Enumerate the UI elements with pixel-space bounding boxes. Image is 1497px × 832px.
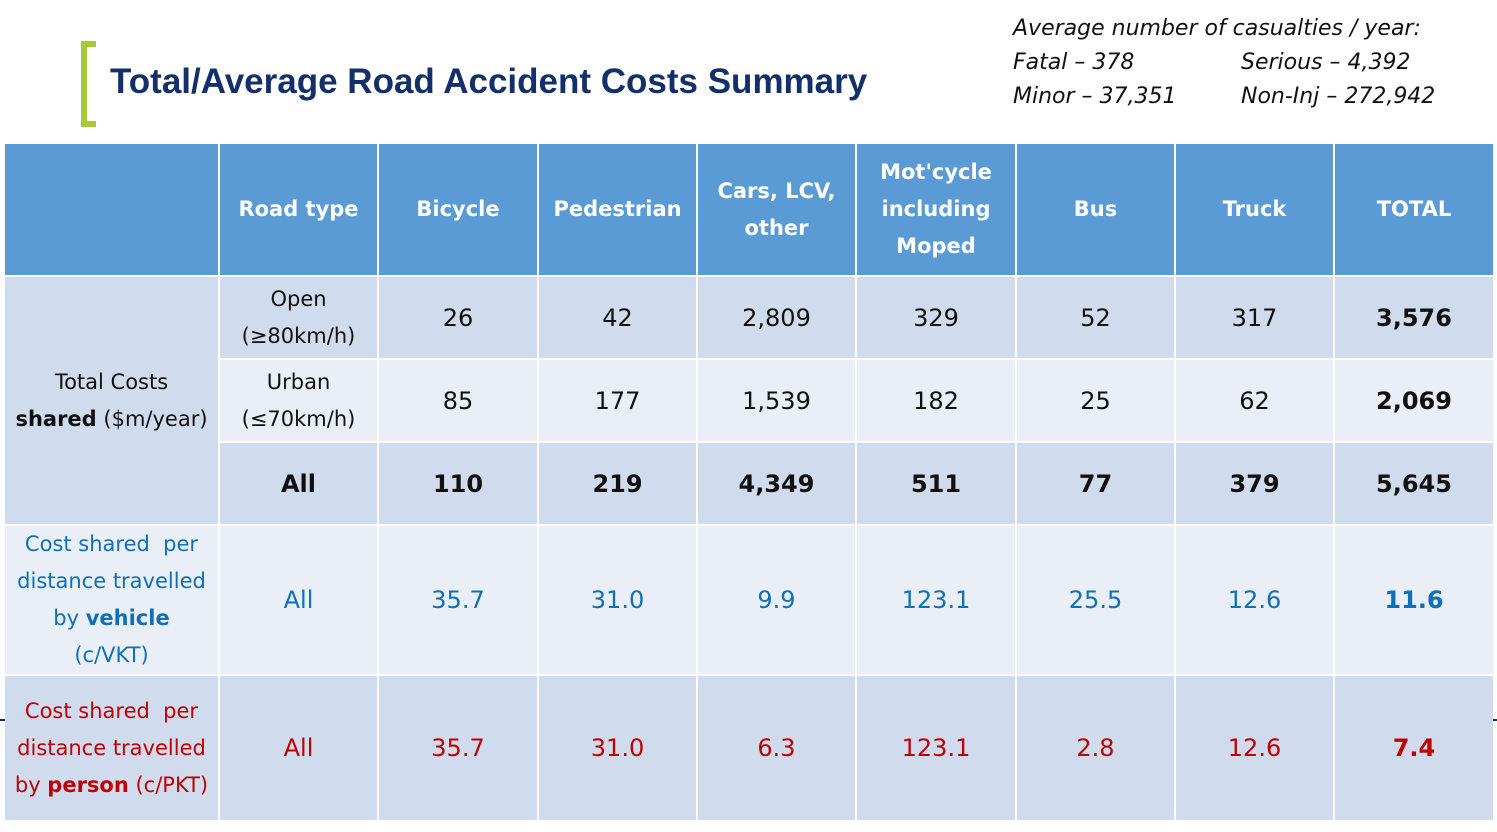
total-cell: 3,576 xyxy=(1333,275,1495,360)
label-bold: vehicle xyxy=(85,606,170,630)
value-cell: 2.8 xyxy=(1015,674,1176,822)
label-line2: distance travelled xyxy=(17,735,206,760)
header-bicycle: Bicycle xyxy=(377,142,539,277)
value-cell: 25 xyxy=(1015,358,1176,443)
costs-summary-table: Road type Bicycle Pedestrian Cars, LCV, … xyxy=(3,142,1495,822)
page-title: Total/Average Road Accident Costs Summar… xyxy=(110,62,868,101)
total-cell: 2,069 xyxy=(1333,358,1495,443)
value-cell: 110 xyxy=(377,441,539,526)
group-label-line2: shared ($m/year) xyxy=(5,401,218,438)
value-cell: 1,539 xyxy=(696,358,857,443)
value-cell: 77 xyxy=(1015,441,1176,526)
table-row-per-vehicle: Cost shared per distance travelled by ve… xyxy=(3,524,1495,676)
header-cars-line2: other xyxy=(744,215,809,240)
value-cell: 123.1 xyxy=(855,524,1017,676)
group-label-line1: Total Costs xyxy=(54,369,169,394)
header-truck: Truck xyxy=(1174,142,1335,277)
total-cell: 7.4 xyxy=(1333,674,1495,822)
road-type-speed: (≥80km/h) xyxy=(241,323,356,348)
value-cell: 219 xyxy=(537,441,698,526)
total-cell: 11.6 xyxy=(1333,524,1495,676)
label-line1: Cost shared per xyxy=(24,698,199,723)
value-cell: 177 xyxy=(537,358,698,443)
value-cell: 35.7 xyxy=(377,524,539,676)
casualties-heading: Average number of casualties / year: xyxy=(1013,16,1421,41)
value-cell: 12.6 xyxy=(1174,524,1335,676)
value-cell: 26 xyxy=(377,275,539,360)
value-cell: 9.9 xyxy=(696,524,857,676)
table-row-urban: Urban (≤70km/h) 85 177 1,539 182 25 62 2… xyxy=(4,358,1495,443)
header-blank xyxy=(3,142,220,277)
casualties-serious: Serious – 4,392 xyxy=(1241,50,1411,75)
value-cell: 62 xyxy=(1174,358,1335,443)
casualties-summary: Average number of casualties / year: Fat… xyxy=(1013,12,1435,114)
value-cell: 85 xyxy=(377,358,539,443)
label-line1: Cost shared per xyxy=(24,532,199,556)
header-motorcycle: Mot'cycle including Moped xyxy=(855,142,1017,277)
table-row-per-person: Cost shared per distance travelled by pe… xyxy=(3,674,1495,822)
road-type-name: Urban xyxy=(266,369,331,394)
label-line3: by vehicle xyxy=(5,600,218,637)
header-motorcycle-line1: Mot'cycle xyxy=(880,160,992,184)
group-label-rest: ($m/year) xyxy=(96,406,208,431)
value-cell: 31.0 xyxy=(537,674,698,822)
label-by: by xyxy=(14,772,48,797)
label-unit: (c/PKT) xyxy=(128,772,209,797)
road-type-cell: Open (≥80km/h) xyxy=(218,275,379,360)
header-motorcycle-line3: Moped xyxy=(896,234,976,258)
per-vehicle-label: Cost shared per distance travelled by ve… xyxy=(3,524,220,676)
header-cars: Cars, LCV, other xyxy=(696,142,857,277)
value-cell: 12.6 xyxy=(1174,674,1335,822)
header-road-type: Road type xyxy=(218,142,379,277)
label-unit: (c/VKT) xyxy=(74,643,149,667)
header-cars-line1: Cars, LCV, xyxy=(717,178,836,203)
casualties-fatal: Fatal – 378 xyxy=(1013,50,1135,75)
table-row-open: Total Costs shared ($m/year) Open (≥80km… xyxy=(3,275,1495,526)
casualties-minor: Minor – 37,351 xyxy=(1013,84,1177,109)
group-label-bold: shared xyxy=(15,406,97,431)
value-cell: 52 xyxy=(1015,275,1176,360)
left-margin-tick xyxy=(0,719,5,721)
label-by: by xyxy=(53,606,86,630)
value-cell: 329 xyxy=(855,275,1017,360)
value-cell: 25.5 xyxy=(1015,524,1176,676)
total-cell: 5,645 xyxy=(1333,441,1495,526)
value-cell: 379 xyxy=(1174,441,1335,526)
value-cell: 4,349 xyxy=(696,441,857,526)
road-type-cell: All xyxy=(218,674,379,822)
road-type-cell: All xyxy=(218,441,379,526)
table-row-all: All 110 219 4,349 511 77 379 5,645 xyxy=(4,441,1495,526)
header-pedestrian: Pedestrian xyxy=(537,142,698,277)
header-total: TOTAL xyxy=(1333,142,1495,277)
value-cell: 31.0 xyxy=(537,524,698,676)
label-line3: by person (c/PKT) xyxy=(5,767,218,804)
value-cell: 182 xyxy=(855,358,1017,443)
total-costs-group-label: Total Costs shared ($m/year) xyxy=(3,275,220,526)
road-type-cell: All xyxy=(218,524,379,676)
value-cell: 6.3 xyxy=(696,674,857,822)
header-bus: Bus xyxy=(1015,142,1176,277)
per-person-label: Cost shared per distance travelled by pe… xyxy=(3,674,220,822)
value-cell: 35.7 xyxy=(377,674,539,822)
label-line2: distance travelled xyxy=(17,569,206,593)
road-type-speed: (≤70km/h) xyxy=(241,406,356,431)
value-cell: 123.1 xyxy=(855,674,1017,822)
road-type-name: Open xyxy=(270,286,327,311)
value-cell: 2,809 xyxy=(696,275,857,360)
value-cell: 42 xyxy=(537,275,698,360)
title-bracket-decoration xyxy=(81,41,96,127)
table-header-row: Road type Bicycle Pedestrian Cars, LCV, … xyxy=(3,142,1495,277)
header-motorcycle-line2: including xyxy=(881,197,991,221)
road-type-cell: Urban (≤70km/h) xyxy=(218,358,379,443)
right-margin-tick xyxy=(1493,719,1497,721)
value-cell: 317 xyxy=(1174,275,1335,360)
label-bold: person xyxy=(47,772,129,797)
casualties-non-injury: Non-Inj – 272,942 xyxy=(1241,84,1436,109)
value-cell: 511 xyxy=(855,441,1017,526)
